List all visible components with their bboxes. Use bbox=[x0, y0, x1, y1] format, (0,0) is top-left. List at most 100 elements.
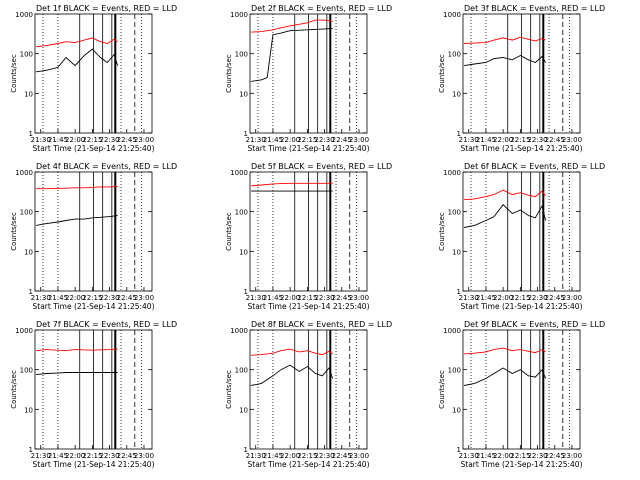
y-tick-label: 10 bbox=[239, 406, 248, 414]
x-tick-label: 21:30 bbox=[459, 136, 479, 144]
y-tick-label: 100 bbox=[448, 367, 461, 375]
chart-panel-7: Det 7f BLACK = Events, RED = LLD 1 10 100 10… bbox=[10, 320, 177, 469]
x-tick-label: 22:00 bbox=[280, 136, 300, 144]
series-line-events bbox=[36, 372, 118, 376]
y-tick-label: 100 bbox=[448, 51, 461, 59]
x-tick-label: 21:30 bbox=[246, 136, 266, 144]
x-tick-label: 21:45 bbox=[263, 452, 283, 460]
series-line-events bbox=[36, 215, 118, 226]
y-tick-label: 1000 bbox=[443, 327, 461, 335]
x-tick-label: 22:15 bbox=[297, 452, 317, 460]
chart-panel-1: Det 1f BLACK = Events, RED = LLD 1 10 100 10… bbox=[10, 4, 177, 153]
chart-title: Det 5f BLACK = Events, RED = LLD bbox=[251, 162, 392, 171]
x-tick-label: 21:30 bbox=[31, 136, 51, 144]
y-tick-label: 1000 bbox=[230, 169, 248, 177]
y-tick-label: 10 bbox=[239, 248, 248, 256]
chart-panel-8: Det 8f BLACK = Events, RED = LLD 1 10 100 10… bbox=[225, 320, 392, 469]
x-tick-label: 22:15 bbox=[297, 136, 317, 144]
series-line-lld bbox=[251, 182, 333, 187]
series-line-lld bbox=[464, 347, 546, 355]
chart-title: Det 8f BLACK = Events, RED = LLD bbox=[251, 320, 392, 329]
x-tick-label: 23:00 bbox=[134, 136, 154, 144]
x-tick-label: 22:00 bbox=[280, 294, 300, 302]
x-tick-label: 21:45 bbox=[263, 294, 283, 302]
chart-panel-2: Det 2f BLACK = Events, RED = LLD 1 10 100 10… bbox=[225, 4, 392, 153]
x-tick-label: 22:30 bbox=[527, 452, 547, 460]
x-axis-title: Start Time (21-Sep-14 21:25:40) bbox=[248, 460, 370, 469]
x-tick-label: 21:45 bbox=[48, 294, 68, 302]
series-line-lld bbox=[251, 19, 333, 33]
x-tick-label: 22:15 bbox=[510, 452, 530, 460]
chart-title: Det 6f BLACK = Events, RED = LLD bbox=[464, 162, 605, 171]
chart-title: Det 7f BLACK = Events, RED = LLD bbox=[36, 320, 177, 329]
series-line-events bbox=[251, 28, 333, 82]
chart-panel-4: Det 4f BLACK = Events, RED = LLD 1 10 100 10… bbox=[10, 162, 177, 311]
x-tick-label: 23:00 bbox=[562, 136, 582, 144]
y-tick-label: 10 bbox=[452, 406, 461, 414]
series-line-lld bbox=[36, 37, 118, 48]
chart-panel-6: Det 6f BLACK = Events, RED = LLD 1 10 100 10… bbox=[438, 162, 605, 311]
x-tick-label: 22:45 bbox=[545, 136, 565, 144]
y-axis-title: Counts/sec bbox=[10, 370, 18, 409]
y-axis-title: Counts/sec bbox=[10, 212, 18, 251]
y-tick-label: 1 bbox=[457, 446, 461, 454]
x-tick-label: 22:00 bbox=[493, 294, 513, 302]
x-tick-label: 23:00 bbox=[349, 294, 369, 302]
x-tick-label: 21:30 bbox=[459, 452, 479, 460]
chart-title: Det 4f BLACK = Events, RED = LLD bbox=[36, 162, 177, 171]
y-tick-label: 1 bbox=[29, 446, 33, 454]
plot-frame bbox=[34, 329, 153, 450]
x-axis-title: Start Time (21-Sep-14 21:25:40) bbox=[248, 144, 370, 153]
y-tick-label: 1 bbox=[244, 130, 248, 138]
x-tick-label: 22:00 bbox=[280, 452, 300, 460]
x-tick-label: 23:00 bbox=[562, 294, 582, 302]
y-tick-label: 10 bbox=[24, 90, 33, 98]
series-line-lld bbox=[464, 36, 546, 44]
y-tick-label: 1 bbox=[29, 288, 33, 296]
chart-panel-5: Det 5f BLACK = Events, RED = LLD 1 10 100 10… bbox=[225, 162, 392, 311]
plot-frame bbox=[249, 171, 368, 292]
x-tick-label: 22:30 bbox=[314, 136, 334, 144]
y-axis-title: Counts/sec bbox=[438, 212, 446, 251]
series-line-lld bbox=[251, 348, 333, 356]
x-tick-label: 22:15 bbox=[510, 136, 530, 144]
x-axis-title: Start Time (21-Sep-14 21:25:40) bbox=[33, 460, 155, 469]
y-tick-label: 1 bbox=[457, 130, 461, 138]
series-line-events bbox=[36, 48, 119, 73]
y-tick-label: 10 bbox=[239, 90, 248, 98]
x-tick-label: 22:15 bbox=[82, 136, 102, 144]
series-line-events bbox=[251, 364, 334, 386]
x-tick-label: 22:15 bbox=[82, 452, 102, 460]
series-line-lld bbox=[464, 189, 546, 201]
x-tick-label: 23:00 bbox=[562, 452, 582, 460]
x-tick-label: 22:30 bbox=[527, 136, 547, 144]
x-tick-label: 22:30 bbox=[99, 452, 119, 460]
x-tick-label: 21:30 bbox=[31, 452, 51, 460]
x-tick-label: 22:15 bbox=[82, 294, 102, 302]
y-tick-label: 100 bbox=[20, 367, 33, 375]
x-tick-label: 22:00 bbox=[65, 136, 85, 144]
plot-frame bbox=[462, 171, 581, 292]
x-tick-label: 22:45 bbox=[545, 294, 565, 302]
x-tick-label: 22:45 bbox=[117, 136, 137, 144]
x-tick-label: 23:00 bbox=[134, 294, 154, 302]
chart-title: Det 9f BLACK = Events, RED = LLD bbox=[464, 320, 605, 329]
chart-panel-3: Det 3f BLACK = Events, RED = LLD 1 10 100 10… bbox=[438, 4, 605, 153]
x-tick-label: 21:45 bbox=[476, 452, 496, 460]
x-tick-label: 22:45 bbox=[332, 136, 352, 144]
y-tick-label: 1000 bbox=[443, 11, 461, 19]
y-axis-title: Counts/sec bbox=[225, 54, 233, 93]
x-tick-label: 22:15 bbox=[297, 294, 317, 302]
y-tick-label: 1 bbox=[457, 288, 461, 296]
y-tick-label: 100 bbox=[235, 209, 248, 217]
x-tick-label: 22:30 bbox=[99, 136, 119, 144]
x-tick-label: 21:45 bbox=[476, 294, 496, 302]
y-tick-label: 10 bbox=[452, 248, 461, 256]
plot-frame bbox=[34, 171, 153, 292]
x-tick-label: 21:30 bbox=[31, 294, 51, 302]
x-tick-label: 22:45 bbox=[117, 452, 137, 460]
plot-frame bbox=[462, 13, 581, 134]
x-tick-label: 22:00 bbox=[493, 452, 513, 460]
chart-title: Det 2f BLACK = Events, RED = LLD bbox=[251, 4, 392, 13]
